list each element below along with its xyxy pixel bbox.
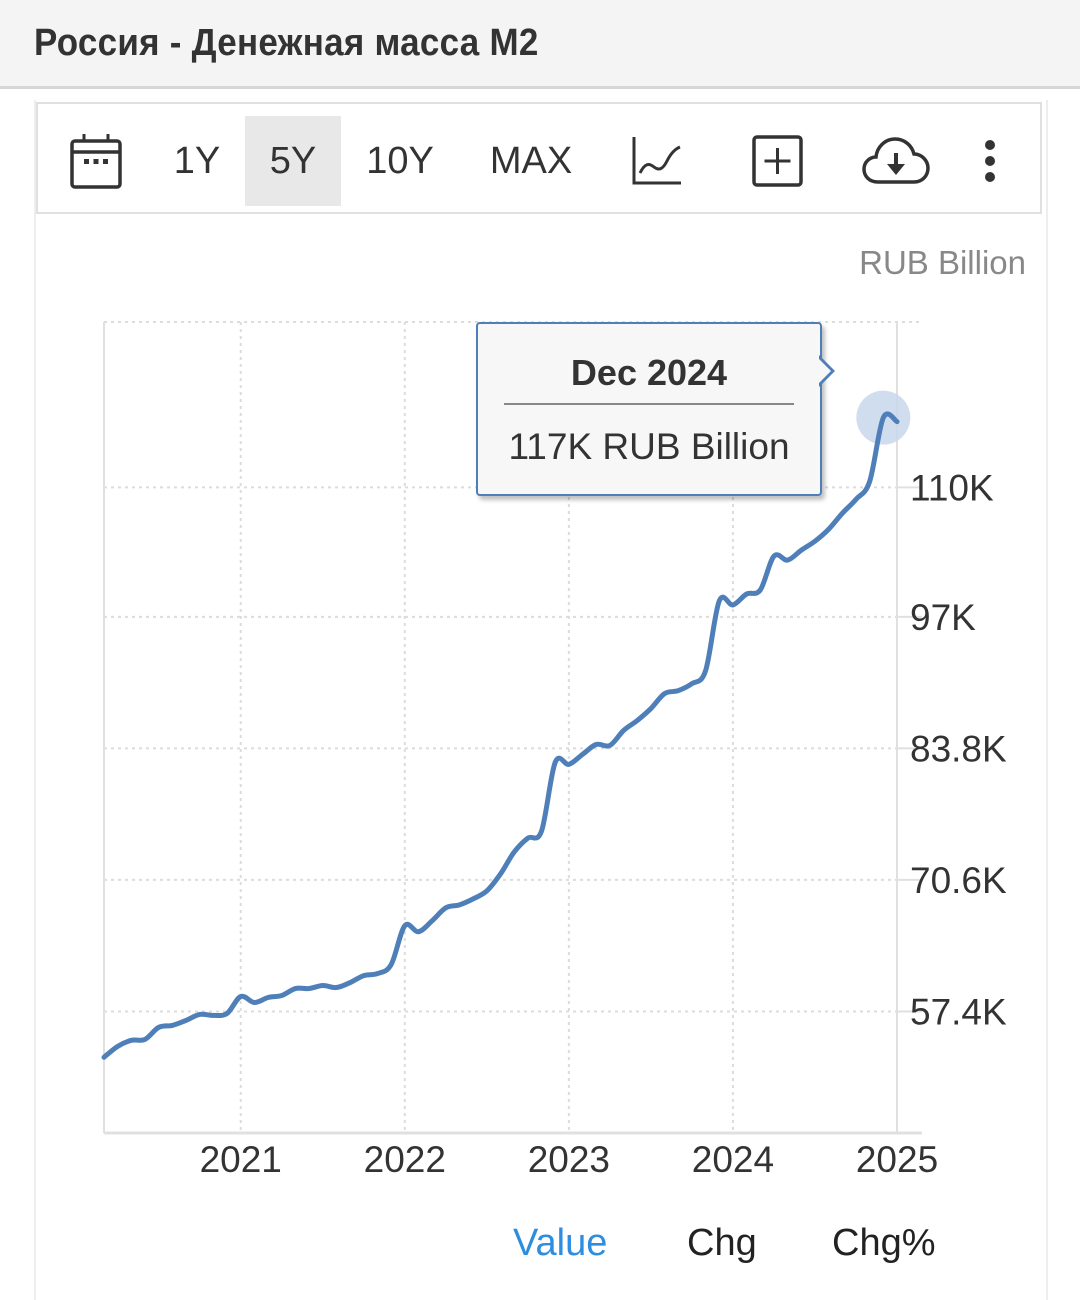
x-tick-label: 2024: [692, 1139, 774, 1180]
y-tick-label: 57.4K: [910, 991, 1007, 1032]
line-chart: 2021 2022 2023 2024 2025 57.4K 70.6K 83.8K 97K 1…: [0, 0, 1080, 1292]
tab-chg[interactable]: Chg: [687, 1222, 757, 1265]
x-axis-ticks: 2021 2022 2023 2024 2025: [200, 1139, 939, 1180]
series-line-m2: [104, 414, 897, 1057]
x-tick-label: 2023: [528, 1139, 610, 1180]
tooltip-date: Dec 2024: [478, 352, 820, 394]
x-tick-label: 2022: [364, 1139, 446, 1180]
y-tick-label: 97K: [910, 597, 976, 638]
y-axis-ticks: 57.4K 70.6K 83.8K 97K 110K: [910, 467, 1007, 1032]
tooltip-value: 117K RUB Billion: [478, 426, 820, 468]
x-tick-label: 2021: [200, 1139, 282, 1180]
tab-chg-percent[interactable]: Chg%: [832, 1222, 936, 1265]
data-tooltip: Dec 2024 117K RUB Billion: [476, 322, 822, 496]
y-tick-label: 70.6K: [910, 860, 1007, 901]
y-tick-label: 110K: [910, 467, 994, 508]
metric-tabs: Value Chg Chg%: [0, 1222, 1080, 1272]
tooltip-divider: [504, 403, 794, 405]
tab-value[interactable]: Value: [513, 1222, 607, 1265]
y-tick-label: 83.8K: [910, 728, 1007, 769]
x-tick-label: 2025: [856, 1139, 938, 1180]
tooltip-pointer-fill: [818, 358, 831, 384]
